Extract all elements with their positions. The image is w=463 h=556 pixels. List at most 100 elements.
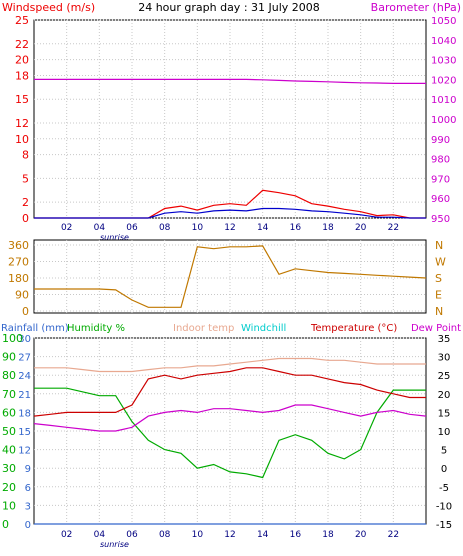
humidity-tick-20: 20	[2, 481, 16, 494]
p1-xtick-22: 22	[388, 223, 399, 233]
series-humidity	[34, 387, 426, 479]
humidity-tick-90: 90	[2, 351, 16, 364]
series-direction	[34, 245, 427, 308]
windspeed-tick-22: 22	[15, 38, 29, 51]
panel1-x-ticks: 02 04 06 08 10 12 14 16 18 20 22	[61, 223, 399, 233]
temp-tick-35: 35	[438, 334, 451, 345]
humidity-tick-0: 0	[2, 518, 9, 531]
barometer-tick-1050: 1050	[431, 16, 456, 27]
humidity-ticks: 0 10 20 30 40 50 60 70 80 90 100	[2, 332, 23, 531]
panel1-grid	[34, 19, 426, 219]
p3-xtick-06: 06	[126, 530, 138, 540]
barometer-axis-label: Barometer (hPa)	[371, 1, 461, 14]
rain-tick-30: 30	[18, 334, 31, 345]
series-barometer	[34, 78, 426, 85]
rain-tick-0: 0	[25, 520, 31, 531]
humidity-axis-label: Humidity %	[67, 323, 125, 334]
p1-xtick-20: 20	[355, 223, 367, 233]
barometer-tick-970: 970	[431, 174, 450, 185]
windspeed-tick-20: 20	[15, 54, 29, 67]
humidity-tick-30: 30	[2, 462, 16, 475]
direction-tick-360: 360	[8, 239, 29, 252]
humidity-tick-100: 100	[2, 332, 23, 345]
rainfall-ticks: 0 3 6 9 12 15 18 21 24 27 30	[18, 334, 31, 531]
rain-tick-3: 3	[25, 501, 31, 512]
indoor-temp-label: Indoor temp	[173, 323, 234, 334]
barometer-ticks: 950 960 970 980 990 1000 1010 1020 1030 1040 1050	[431, 16, 456, 225]
temperature-label: Temperature (°C)	[310, 323, 397, 334]
p1-xtick-18: 18	[322, 223, 334, 233]
p3-xtick-08: 08	[159, 530, 171, 540]
p1-xtick-14: 14	[257, 223, 269, 233]
direction-degree-ticks: 0 90 180 270 360	[8, 239, 29, 318]
direction-tick-90: 90	[15, 289, 29, 302]
p1-xtick-16: 16	[290, 223, 302, 233]
series-wind_avg	[34, 207, 426, 219]
temp-tick-0: 0	[441, 464, 447, 475]
temp-tick-10: 10	[438, 427, 451, 438]
compass-tick-0: N	[435, 239, 443, 252]
p3-xtick-20: 20	[355, 530, 367, 540]
temp-tick--5: -5	[439, 483, 449, 494]
barometer-tick-1020: 1020	[431, 75, 456, 86]
p3-xtick-16: 16	[290, 530, 302, 540]
p1-xtick-12: 12	[224, 223, 235, 233]
wind-barometer-panel: Windspeed (m/s) 24 hour graph day : 31 J…	[2, 1, 461, 242]
barometer-tick-990: 990	[431, 135, 450, 146]
direction-tick-180: 180	[8, 272, 29, 285]
rain-tick-24: 24	[18, 371, 31, 382]
windchill-label: Windchill	[241, 323, 286, 334]
windspeed-tick-5: 5	[22, 172, 29, 185]
rain-tick-27: 27	[18, 353, 31, 364]
temperature-humidity-panel: Rainfall (mm) Humidity % Indoor temp Win…	[1, 323, 461, 549]
series-temperature	[33, 367, 426, 417]
barometer-tick-1040: 1040	[431, 36, 456, 47]
barometer-tick-1030: 1030	[431, 56, 456, 67]
windspeed-tick-10: 10	[15, 133, 29, 146]
humidity-tick-60: 60	[2, 406, 16, 419]
compass-tick-4: N	[435, 305, 443, 318]
windspeed-tick-25: 25	[15, 14, 29, 27]
barometer-tick-950: 950	[431, 214, 450, 225]
p1-xtick-02: 02	[61, 223, 72, 233]
series-indoor	[34, 357, 426, 373]
barometer-tick-960: 960	[431, 194, 450, 205]
windspeed-tick-2: 2	[22, 196, 29, 209]
p1-xtick-04: 04	[94, 223, 106, 233]
humidity-tick-40: 40	[2, 444, 16, 457]
compass-tick-3: E	[435, 289, 442, 302]
windspeed-tick-12: 12	[15, 117, 29, 130]
temp-tick-5: 5	[441, 446, 447, 457]
humidity-tick-50: 50	[2, 425, 16, 438]
compass-tick-2: S	[435, 272, 442, 285]
chart-title: 24 hour graph day : 31 July 2008	[138, 1, 320, 14]
rain-tick-15: 15	[18, 427, 31, 438]
windspeed-tick-15: 15	[15, 93, 29, 106]
p1-xtick-08: 08	[159, 223, 171, 233]
p3-xtick-10: 10	[192, 530, 204, 540]
compass-tick-1: W	[435, 256, 446, 269]
panel3-series	[33, 357, 427, 525]
panel3-x-ticks: 02 04 06 08 10 12 14 16 18 20 22	[61, 530, 399, 540]
windspeed-axis-label: Windspeed (m/s)	[2, 1, 95, 14]
temperature-ticks: -15 -10 -5 0 5 10 15 20 25 30 35	[436, 334, 452, 531]
temp-tick-30: 30	[438, 353, 451, 364]
p1-xtick-06: 06	[126, 223, 138, 233]
windspeed-tick-0: 0	[22, 212, 29, 225]
rain-tick-12: 12	[18, 446, 31, 457]
rainfall-axis-label: Rainfall (mm)	[1, 323, 69, 334]
p1-xtick-10: 10	[192, 223, 204, 233]
p3-xtick-12: 12	[224, 530, 235, 540]
barometer-tick-980: 980	[431, 155, 450, 166]
sunrise-label-2: sunrise	[100, 540, 129, 549]
temp-tick--10: -10	[436, 501, 452, 512]
windspeed-tick-18: 18	[15, 69, 29, 82]
humidity-tick-10: 10	[2, 499, 16, 512]
p3-xtick-14: 14	[257, 530, 269, 540]
direction-tick-270: 270	[8, 256, 29, 269]
rain-tick-18: 18	[18, 408, 31, 419]
humidity-tick-70: 70	[2, 388, 16, 401]
